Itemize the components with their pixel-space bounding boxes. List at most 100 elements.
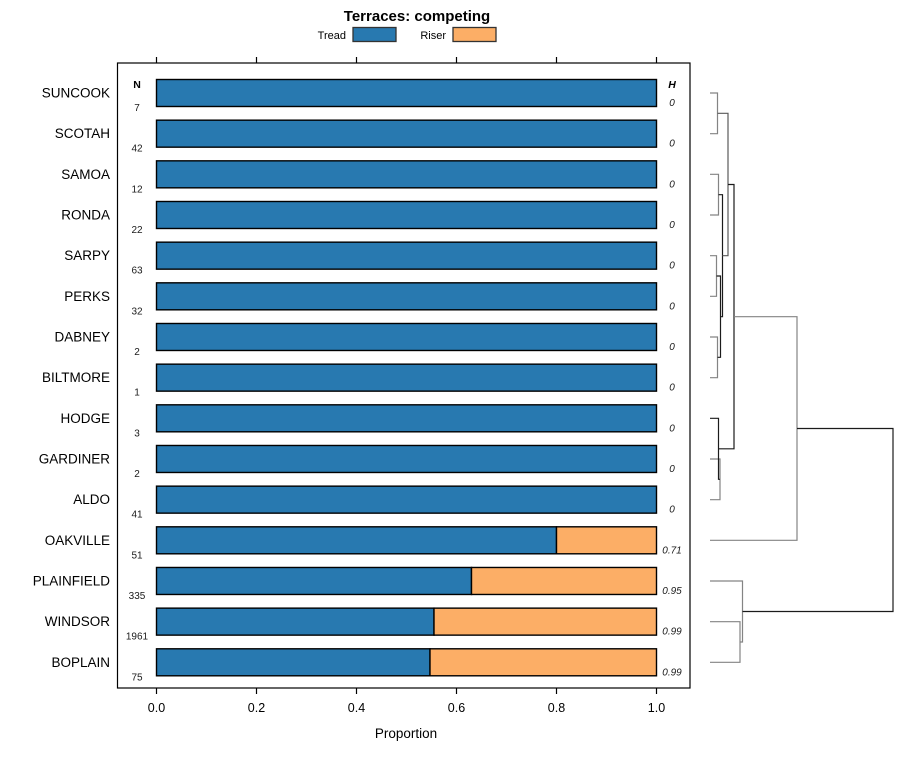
h-value: 0 [669,301,675,312]
h-value: 0 [669,505,675,516]
tread-bar-segment [155,322,658,352]
dendrogram-branch [710,92,719,135]
bar-row: RONDA 22 0 [61,200,675,236]
bar-row: BOPLAIN 75 0.99 [51,648,682,683]
site-label: DABNEY [54,329,110,344]
dendrogram-branch [710,173,720,216]
tread-bar-segment [155,526,558,555]
tread-bar-segment [155,241,658,270]
site-label: BOPLAIN [51,655,110,670]
tread-bar-segment [155,119,658,148]
bar-row: SCOTAH 42 0 [55,119,675,155]
site-label: RONDA [61,207,110,222]
legend-label-riser: Riser [420,30,446,42]
h-value: 0.99 [662,627,682,638]
n-value: 2 [134,469,140,480]
site-label: ALDO [73,492,110,507]
site-label: SAMOA [61,167,110,182]
n-value: 1 [134,388,140,399]
h-value: 0 [669,464,675,475]
tread-bar-segment [155,282,658,311]
riser-bar-segment [470,566,658,596]
tread-bar-segment [155,160,658,189]
tread-bar-segment [155,485,658,514]
h-column-header: H [668,79,676,91]
h-value: 0 [669,220,675,231]
dendrogram-branch [710,316,798,541]
n-value: 1961 [126,632,149,643]
legend-swatch-riser [452,26,497,43]
x-tick-label: 0.8 [548,701,565,715]
h-value: 0.95 [662,586,682,597]
tread-bar-segment [155,404,658,433]
bar-row: OAKVILLE 51 0.71 [45,526,682,561]
site-label: BILTMORE [42,370,110,385]
bar-row: ALDO 41 0 [73,485,675,521]
n-value: 42 [131,144,143,155]
tread-bar-segment [155,78,658,108]
tread-bar-segment [155,648,431,677]
site-label: HODGE [60,411,110,426]
h-value: 0 [669,179,675,190]
h-value: 0 [669,261,675,272]
site-label: SCOTAH [55,126,110,141]
n-value: 335 [129,591,146,602]
bar-row: SAMOA 12 0 [61,160,675,195]
bar-row: SARPY 63 0 [64,241,675,277]
x-tick-label: 0.6 [448,701,465,715]
h-value: 0.99 [662,667,682,678]
x-axis-title: Proportion [375,726,437,741]
n-value: 2 [134,347,140,358]
riser-bar-segment [433,607,658,636]
x-tick-label: 0.2 [248,701,265,715]
tread-bar-segment [155,363,658,392]
chart-legend: Tread Riser [318,26,497,43]
site-label: SARPY [64,248,110,263]
site-label: OAKVILLE [45,533,110,548]
tread-bar-segment [155,607,435,636]
n-value: 3 [134,428,140,439]
bar-row: PERKS 32 0 [64,282,675,317]
site-label: PLAINFIELD [33,573,111,588]
n-value: 32 [131,306,143,317]
x-tick-label: 1.0 [648,701,665,715]
legend-label-tread: Tread [318,30,346,42]
dendrogram-branch [710,336,719,379]
site-label: SUNCOOK [42,86,110,101]
riser-bar-segment [555,526,658,555]
dendrogram-branch [742,427,894,613]
h-value: 0 [669,342,675,353]
bar-row: WINDSOR 1961 0.99 [45,607,682,643]
site-label: GARDINER [39,451,111,466]
bar-row: SUNCOOK 7 0 [42,78,675,114]
dendrogram [710,92,894,663]
h-value: 0 [669,139,675,150]
bar-row: DABNEY 2 0 [54,322,675,358]
n-value: 41 [131,510,143,521]
tread-bar-segment [155,200,658,230]
site-label: WINDSOR [45,614,110,629]
tread-bar-segment [155,566,473,596]
n-value: 63 [131,266,143,277]
n-column-header: N [133,79,141,91]
x-tick-label: 0.0 [148,701,165,715]
h-value: 0.71 [662,545,681,556]
legend-swatch-tread [352,26,397,43]
dendrogram-branch [710,255,718,297]
h-value: 0 [669,98,675,109]
bar-row: PLAINFIELD 335 0.95 [33,566,682,602]
h-value: 0 [669,423,675,434]
n-value: 51 [131,550,143,561]
plot-frame [116,62,691,689]
bar-row: HODGE 3 0 [60,404,675,439]
n-value: 7 [134,103,140,114]
dendrogram-branch [710,580,744,643]
h-value: 0 [669,383,675,394]
tread-bar-segment [155,444,658,474]
riser-bar-segment [429,648,658,677]
bar-row: BILTMORE 1 0 [42,363,675,399]
x-tick-label: 0.4 [348,701,365,715]
